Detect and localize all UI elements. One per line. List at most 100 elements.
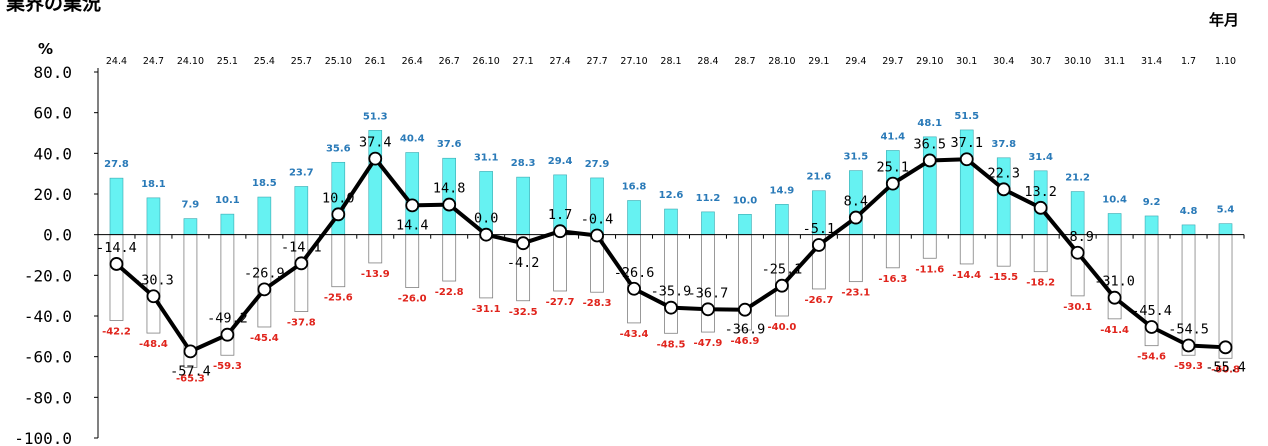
positive-bar-label: 7.9 [182, 200, 200, 211]
negative-bar [553, 234, 567, 292]
x-tick-label: 28.10 [768, 56, 795, 67]
di-line-label: 0.0 [474, 211, 498, 227]
di-line-value-labels: -14.4 -30.3 -57.4 -49.2 -26.9 -14.1 10.0 37.4 14… [96, 135, 1246, 380]
di-point [1218, 340, 1233, 355]
di-line-label: -35.9 [651, 284, 692, 300]
di-point [479, 227, 494, 242]
x-tick-label: 31.1 [1104, 56, 1125, 67]
x-tick-label: 25.10 [325, 56, 352, 67]
positive-bar-label: 28.3 [511, 158, 536, 169]
negative-bar-label: -48.4 [139, 339, 168, 350]
positive-bar-label: 14.9 [770, 185, 795, 196]
x-tick-label: 26.10 [473, 56, 500, 67]
di-point [848, 210, 863, 225]
x-tick-label: 30.1 [956, 56, 977, 67]
negative-bar [885, 234, 900, 269]
negative-bar-label: -59.3 [1174, 361, 1203, 372]
di-point [701, 302, 715, 317]
di-line-label: -45.4 [1131, 303, 1172, 319]
di-line-label: -55.4 [1205, 359, 1246, 375]
positive-bar-label: 51.5 [954, 111, 979, 122]
di-point [922, 153, 937, 168]
di-line-label: -0.4 [581, 211, 614, 227]
positive-bar-label: 35.6 [326, 143, 351, 154]
positive-bar-label: 51.3 [363, 111, 388, 122]
negative-bar-label: -13.9 [361, 269, 390, 280]
di-point [442, 197, 457, 212]
di-line-label: 25.1 [877, 160, 910, 176]
positive-bar-label: 11.2 [696, 193, 721, 204]
positive-bar [1144, 215, 1159, 235]
negative-bar-label: -30.1 [1063, 302, 1092, 313]
positive-bar [701, 211, 715, 235]
negative-bar-label: -27.7 [546, 297, 575, 308]
positive-bar-label: 10.4 [1102, 195, 1127, 206]
negative-bar-label: -43.4 [620, 329, 649, 340]
x-tick-label: 24.10 [177, 56, 204, 67]
positive-bar [1218, 223, 1233, 235]
di-line-label: -31.0 [1094, 274, 1135, 290]
x-tick-label: 24.7 [143, 56, 164, 67]
negative-bar [701, 234, 715, 333]
di-line-points [109, 151, 1233, 359]
x-tick-label: 25.4 [254, 56, 275, 67]
y-tick-label: 60.0 [33, 104, 72, 123]
di-line-label: 14.4 [396, 217, 429, 233]
y-axis-unit-label: % [38, 40, 53, 58]
x-axis-tick-labels: 24.4 24.7 24.10 25.1 25.4 25.7 25.10 26.1 26.4 26… [106, 56, 1236, 67]
di-line-label: -14.1 [281, 239, 322, 255]
negative-bar-label: -28.3 [583, 298, 612, 309]
di-point [220, 327, 235, 342]
di-point [738, 302, 752, 317]
positive-bar-label: 40.4 [400, 134, 425, 145]
x-tick-label: 27.1 [513, 56, 534, 67]
negative-bar-label: -32.5 [509, 307, 538, 318]
negative-bar-label: -37.8 [287, 318, 316, 329]
di-point [1144, 320, 1159, 334]
di-point [368, 151, 383, 166]
di-point [294, 256, 309, 271]
di-line-label: 13.2 [1024, 184, 1057, 200]
positive-bar [109, 177, 124, 235]
di-point [183, 344, 198, 359]
di-line-label: -14.4 [96, 240, 137, 256]
di-point [1181, 338, 1196, 353]
negative-bar [368, 234, 383, 264]
y-tick-label: 40.0 [33, 144, 72, 163]
positive-bar [294, 186, 309, 235]
positive-bar [1107, 213, 1122, 235]
negative-bar-label: -54.6 [1137, 352, 1166, 363]
x-tick-label: 28.4 [697, 56, 718, 67]
x-tick-label: 27.7 [586, 56, 607, 67]
di-point [627, 281, 641, 296]
di-line-label: 10.0 [322, 190, 355, 206]
di-point [331, 207, 346, 222]
di-line-label: 37.1 [950, 135, 983, 151]
di-point [590, 228, 604, 243]
y-tick-label: 0.0 [43, 226, 72, 245]
di-line-label: -26.6 [614, 265, 655, 281]
x-tick-label: 31.4 [1141, 56, 1162, 67]
negative-bar-label: -18.2 [1026, 278, 1055, 289]
di-point [146, 289, 161, 304]
negative-bar-label: -26.0 [398, 294, 427, 305]
negative-bar [1218, 234, 1233, 359]
positive-bar-label: 9.2 [1143, 197, 1161, 208]
negative-bar-label: -47.9 [694, 338, 723, 349]
x-tick-label: 30.7 [1030, 56, 1051, 67]
di-point [1070, 245, 1085, 260]
positive-bar [516, 176, 530, 235]
di-line-label: 8.4 [844, 194, 868, 210]
positive-bar-label: 31.4 [1028, 152, 1053, 163]
di-line-label: -49.2 [207, 311, 248, 327]
page-title: 業界の業況 [5, 0, 101, 15]
di-line-label: 36.5 [914, 136, 947, 152]
y-tick-label: -80.0 [24, 388, 72, 407]
x-tick-label: 28.1 [660, 56, 681, 67]
positive-bar-label: 18.5 [252, 178, 277, 189]
x-tick-label: 30.4 [993, 56, 1014, 67]
x-tick-label: 27.10 [620, 56, 647, 67]
positive-bar-label: 4.8 [1180, 206, 1198, 217]
positive-bar-label: 18.1 [141, 179, 166, 190]
positive-bar [775, 204, 789, 235]
